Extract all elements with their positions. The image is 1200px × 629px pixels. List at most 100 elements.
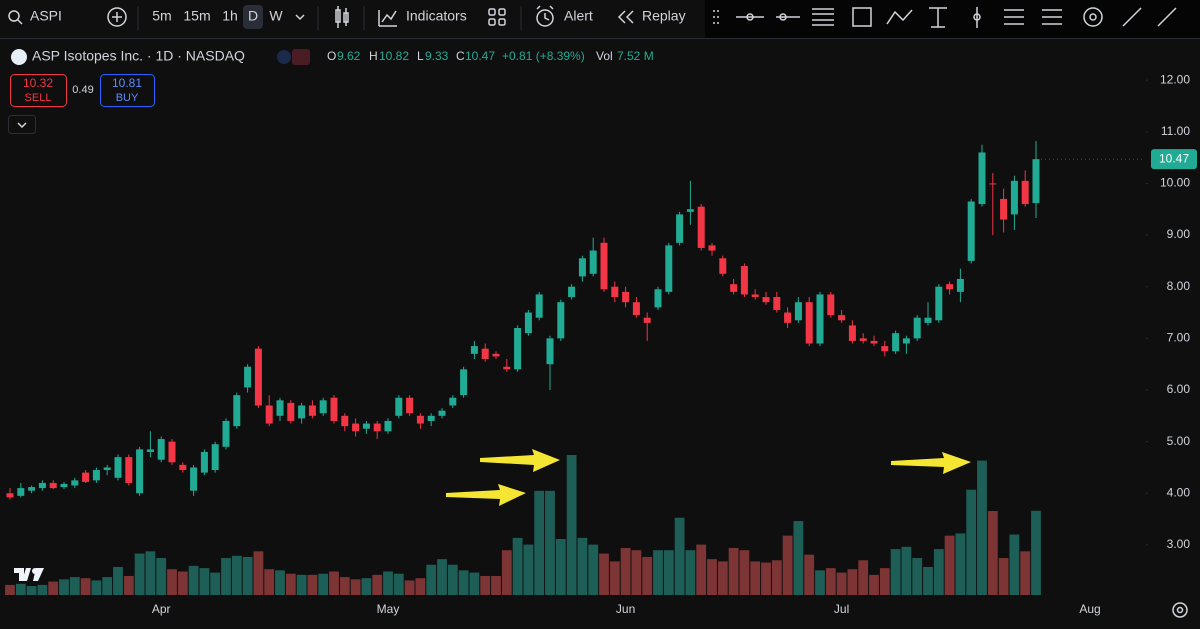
volume-bar: [339, 577, 350, 595]
volume-bar: [5, 584, 15, 595]
candle-body: [190, 467, 198, 491]
candle-body: [870, 340, 878, 344]
volume-bar: [923, 567, 933, 595]
y-tick-label: 5.00: [1167, 434, 1191, 448]
volume-bar: [890, 549, 901, 595]
volume-bar: [912, 558, 923, 595]
candle-body: [395, 397, 403, 416]
volume-bar: [437, 559, 447, 595]
y-tick-label: 11.00: [1161, 124, 1190, 138]
candle-body: [967, 201, 975, 261]
volume-bar: [804, 554, 815, 595]
candle-body: [38, 482, 46, 489]
collapse-legend[interactable]: [8, 115, 36, 134]
sell-button[interactable]: 10.32 SELL: [10, 74, 67, 107]
candle-body: [265, 405, 273, 424]
chart-type[interactable]: [335, 6, 349, 28]
volume-bar: [750, 561, 761, 595]
alert-label[interactable]: Alert: [564, 8, 593, 24]
candle-body: [816, 294, 824, 344]
candle-body: [17, 488, 25, 496]
indicators-label[interactable]: Indicators: [406, 8, 467, 24]
volume-bar: [350, 579, 361, 595]
candle-body: [384, 420, 392, 432]
candle-body: [222, 420, 230, 447]
candle-body: [751, 294, 759, 298]
interval[interactable]: 15m: [183, 8, 210, 24]
settings[interactable]: [1172, 602, 1188, 618]
candle-body: [481, 348, 489, 360]
candle-body: [82, 472, 90, 482]
volume-bar: [599, 553, 609, 595]
volume-bar: [523, 544, 534, 595]
volume-bar: [296, 574, 307, 595]
candle-body: [622, 291, 630, 303]
interval[interactable]: W: [269, 8, 283, 24]
volume-bar: [275, 570, 285, 595]
indicators-button[interactable]: Indicators: [378, 8, 467, 27]
volume-bar: [717, 561, 728, 595]
volume-bar: [210, 572, 221, 595]
candle-body: [103, 467, 111, 471]
volume-bar: [469, 572, 480, 595]
candle-body: [708, 245, 716, 251]
candle-body: [978, 152, 986, 205]
sell-price[interactable]: 10.32: [23, 76, 53, 90]
interval[interactable]: 1h: [222, 8, 238, 24]
interval[interactable]: D: [248, 8, 258, 24]
x-tick-label: Apr: [152, 602, 171, 616]
y-tick-label: 10.00: [1160, 176, 1190, 190]
candle-body: [946, 284, 954, 290]
candle-body: [892, 333, 900, 352]
candle-body: [557, 302, 565, 339]
symbol-search[interactable]: ASPI: [8, 8, 62, 25]
alert-button[interactable]: Alert: [536, 5, 593, 27]
vol-label: Vol: [596, 49, 613, 63]
volume-bar: [231, 555, 242, 595]
drawing-tools[interactable]: [713, 7, 1177, 28]
volume-bar: [577, 537, 588, 595]
candle-body: [1032, 159, 1040, 204]
replay-label[interactable]: Replay: [642, 8, 686, 24]
candle-body: [535, 294, 543, 318]
candle-body: [589, 250, 597, 274]
candle-body: [568, 286, 576, 298]
volume-bar: [253, 551, 264, 595]
symbol-logo: [11, 49, 27, 65]
candle-body: [643, 317, 651, 323]
candle-body: [924, 317, 932, 323]
candle-body: [881, 346, 889, 352]
buy-label[interactable]: BUY: [116, 92, 139, 104]
volume-bar: [447, 564, 458, 595]
volume-bar: [566, 455, 577, 595]
candle-body: [254, 348, 262, 406]
candle-body: [157, 439, 165, 460]
replay-button[interactable]: Replay: [617, 8, 686, 24]
x-tick-label: Aug: [1079, 602, 1100, 616]
y-tick-label: 8.00: [1167, 279, 1191, 293]
volume-bar: [318, 573, 329, 595]
interval[interactable]: 5m: [152, 8, 171, 24]
buy-button[interactable]: 10.81 BUY: [100, 74, 155, 107]
templates[interactable]: [488, 8, 506, 26]
candle-body: [406, 397, 414, 414]
candle-body: [654, 289, 662, 308]
volume-bar: [221, 558, 231, 595]
add-symbol[interactable]: [107, 7, 127, 27]
sell-label[interactable]: SELL: [25, 92, 52, 104]
candle-body: [956, 278, 964, 292]
candle-body: [665, 245, 673, 292]
y-tick-label: 4.00: [1167, 485, 1191, 499]
interval-menu[interactable]: [295, 14, 305, 21]
candle-body: [319, 400, 327, 414]
candle-body: [125, 457, 133, 483]
symbol[interactable]: ASPI: [30, 8, 62, 24]
spread: 0.49: [72, 84, 93, 96]
data-icon: [292, 49, 310, 65]
volume-bar: [480, 575, 491, 595]
volume-bar: [415, 578, 426, 595]
ohlc-label: C: [456, 49, 465, 63]
ohlc-value: 9.62: [337, 49, 361, 63]
buy-price[interactable]: 10.81: [112, 76, 142, 90]
